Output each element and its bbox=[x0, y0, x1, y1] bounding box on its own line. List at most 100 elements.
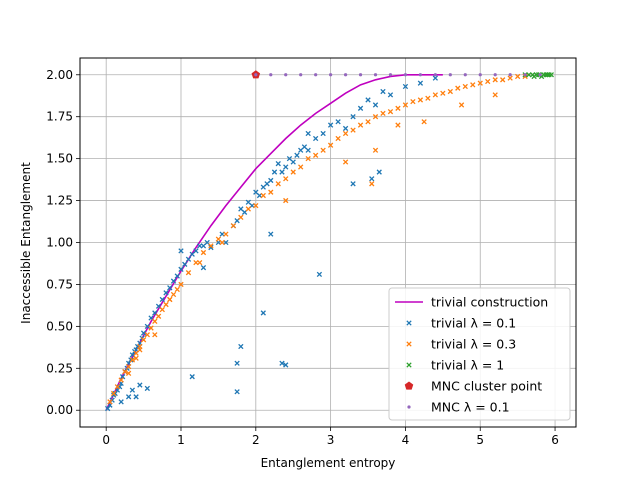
legend-marker bbox=[406, 320, 412, 326]
data-point bbox=[129, 357, 136, 363]
marker-stroke bbox=[129, 352, 136, 358]
data-point bbox=[380, 88, 386, 95]
marker-stroke bbox=[253, 189, 259, 195]
marker-stroke bbox=[215, 236, 222, 242]
legend-item: trivial λ = 0.3 bbox=[406, 337, 516, 352]
data-point bbox=[185, 256, 192, 262]
data-point bbox=[500, 77, 506, 83]
data-point bbox=[125, 363, 132, 370]
data-point bbox=[133, 355, 139, 361]
marker-stroke bbox=[406, 341, 412, 347]
marker-stroke bbox=[458, 102, 465, 108]
marker-stroke bbox=[290, 159, 296, 165]
marker-stroke bbox=[380, 110, 386, 117]
marker-stroke bbox=[133, 394, 139, 400]
marker-stroke bbox=[279, 360, 285, 366]
marker-stroke bbox=[312, 152, 319, 158]
data-point bbox=[140, 330, 147, 336]
y-axis-label: Inaccessible Entanglement bbox=[19, 162, 33, 324]
data-point bbox=[254, 73, 258, 77]
marker-stroke bbox=[170, 291, 177, 298]
data-point bbox=[448, 73, 452, 77]
marker-stroke bbox=[105, 405, 111, 412]
marker-stroke bbox=[376, 169, 382, 175]
marker-stroke bbox=[167, 285, 173, 291]
marker-stroke bbox=[122, 368, 128, 375]
marker-stroke bbox=[425, 95, 431, 101]
marker-stroke bbox=[477, 80, 483, 86]
data-point bbox=[279, 169, 285, 175]
marker-stroke bbox=[204, 239, 210, 246]
x-axis-label: Entanglement entropy bbox=[261, 456, 396, 470]
marker-stroke bbox=[178, 266, 184, 272]
marker-stroke bbox=[327, 142, 334, 148]
data-point bbox=[245, 206, 251, 212]
data-point bbox=[335, 119, 341, 125]
data-point bbox=[478, 73, 482, 77]
data-point bbox=[305, 155, 311, 162]
marker-stroke bbox=[305, 130, 311, 137]
marker-stroke bbox=[238, 206, 244, 212]
marker-stroke bbox=[455, 85, 461, 91]
data-point bbox=[122, 368, 128, 375]
data-point bbox=[299, 73, 303, 77]
marker-stroke bbox=[335, 119, 341, 125]
marker-stroke bbox=[406, 320, 412, 326]
marker-stroke bbox=[380, 88, 386, 95]
marker-stroke bbox=[312, 135, 319, 142]
data-point bbox=[137, 347, 143, 353]
data-point bbox=[421, 119, 427, 125]
y-tick-label: 0.50 bbox=[46, 319, 73, 333]
marker-stroke bbox=[279, 169, 285, 175]
legend-label: trivial λ = 0.3 bbox=[431, 337, 516, 352]
data-point bbox=[493, 73, 497, 77]
data-point bbox=[329, 73, 333, 77]
x-tick-label: 5 bbox=[476, 433, 484, 447]
marker-stroke bbox=[197, 259, 203, 266]
data-point bbox=[463, 73, 467, 77]
data-point bbox=[458, 102, 465, 108]
data-point bbox=[283, 197, 289, 204]
marker-stroke bbox=[290, 169, 296, 175]
marker-stroke bbox=[223, 231, 229, 237]
data-point bbox=[388, 73, 393, 77]
data-point bbox=[129, 387, 136, 393]
data-point bbox=[320, 147, 326, 153]
data-point bbox=[275, 181, 281, 187]
marker-stroke bbox=[342, 130, 349, 137]
marker-stroke bbox=[129, 387, 136, 393]
data-point bbox=[350, 181, 356, 187]
data-point bbox=[114, 384, 121, 390]
marker-stroke bbox=[350, 114, 356, 120]
marker-stroke bbox=[283, 362, 289, 368]
data-point bbox=[507, 75, 513, 81]
marker-stroke bbox=[548, 72, 554, 78]
marker-stroke bbox=[144, 323, 150, 330]
data-point bbox=[182, 261, 188, 267]
data-point bbox=[514, 73, 521, 80]
legend-label: MNC cluster point bbox=[431, 379, 542, 394]
data-point bbox=[275, 161, 281, 167]
data-point bbox=[372, 102, 379, 108]
marker-stroke bbox=[395, 105, 401, 111]
marker-stroke bbox=[129, 357, 136, 363]
data-point bbox=[111, 390, 117, 397]
marker-stroke bbox=[305, 155, 311, 162]
data-point bbox=[170, 291, 177, 298]
data-point bbox=[402, 83, 409, 90]
data-point bbox=[417, 97, 424, 103]
marker-stroke bbox=[492, 77, 498, 83]
marker-stroke bbox=[144, 332, 150, 338]
marker-stroke bbox=[140, 337, 147, 343]
data-point bbox=[485, 78, 491, 85]
legend-item: trivial λ = 0.1 bbox=[406, 316, 516, 331]
axis-ticks: 0 1 2 3 4 5 6 0.00 0.25 0.50 0.75 1.00 1.25 1.50 1.75 2… bbox=[46, 68, 559, 447]
data-point bbox=[425, 95, 431, 101]
marker-stroke bbox=[159, 296, 165, 303]
marker-stroke bbox=[200, 249, 207, 256]
data-point bbox=[298, 164, 304, 170]
data-point bbox=[112, 390, 118, 397]
data-point bbox=[432, 92, 439, 98]
legend-label: trivial λ = 1 bbox=[431, 358, 504, 373]
marker-stroke bbox=[350, 127, 356, 133]
